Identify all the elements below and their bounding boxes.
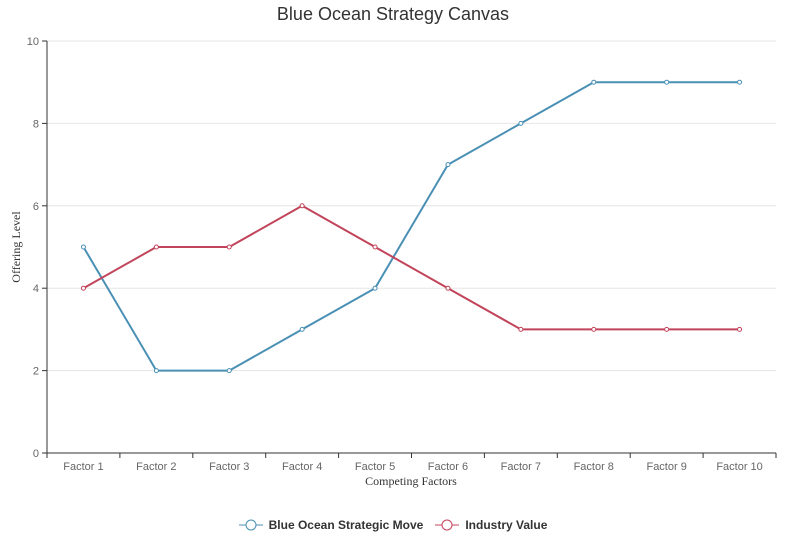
data-point <box>299 203 305 209</box>
data-point <box>226 368 232 374</box>
legend-swatch-icon <box>238 519 263 531</box>
data-point <box>80 244 86 250</box>
legend-swatch-marker <box>245 519 257 531</box>
legend-label: Blue Ocean Strategic Move <box>268 518 424 532</box>
x-tick-label: Factor 10 <box>716 461 762 473</box>
series-0 <box>80 79 743 374</box>
gridlines <box>47 40 776 372</box>
series-layer <box>80 79 743 374</box>
data-point <box>518 326 524 332</box>
legend-swatch-icon <box>435 519 460 531</box>
y-tick-label: 8 <box>33 118 39 130</box>
x-tick-label: Factor 5 <box>355 461 395 473</box>
data-point <box>226 244 232 250</box>
x-tick-label: Factor 4 <box>282 461 322 473</box>
x-tick-label: Factor 1 <box>63 461 103 473</box>
y-tick-label: 2 <box>33 366 39 378</box>
series-1 <box>80 203 743 332</box>
y-tick-label: 0 <box>33 448 39 460</box>
x-tick-label: Factor 9 <box>646 461 686 473</box>
y-axis-title: Offering Level <box>9 211 23 283</box>
y-tick-label: 10 <box>27 36 39 48</box>
y-tick-label: 4 <box>33 283 39 295</box>
x-axis-ticks: Factor 1 Factor 2 Factor 3 Factor 4 Factor 5… <box>46 453 777 473</box>
data-point <box>664 79 670 85</box>
data-point <box>372 244 378 250</box>
y-axis-ticks: 0 2 4 6 8 10 <box>27 36 47 460</box>
data-point <box>445 285 451 291</box>
data-point <box>153 244 159 250</box>
x-tick-label: Factor 2 <box>136 461 176 473</box>
legend-swatch-marker <box>441 519 453 531</box>
data-point <box>80 285 86 291</box>
legend-item[interactable]: Industry Value <box>435 517 547 533</box>
chart-title: Blue Ocean Strategy Canvas <box>277 4 509 24</box>
data-point <box>153 368 159 374</box>
data-point <box>518 120 524 126</box>
y-tick-label: 6 <box>33 201 39 213</box>
x-tick-label: Factor 3 <box>209 461 249 473</box>
x-axis-title: Competing Factors <box>365 474 457 488</box>
x-tick-label: Factor 7 <box>501 461 541 473</box>
x-tick-label: Factor 6 <box>428 461 468 473</box>
data-point <box>299 326 305 332</box>
x-tick-label: Factor 8 <box>574 461 614 473</box>
data-point <box>445 162 451 168</box>
legend-label: Industry Value <box>465 518 548 532</box>
series-line <box>82 81 740 372</box>
data-point <box>591 326 597 332</box>
legend: Blue Ocean Strategic Move Industry Value <box>0 517 786 533</box>
data-point <box>664 326 670 332</box>
data-point <box>372 285 378 291</box>
data-point <box>591 79 597 85</box>
legend-item[interactable]: Blue Ocean Strategic Move <box>238 517 424 533</box>
data-point <box>737 326 743 332</box>
series-line <box>82 204 740 331</box>
data-point <box>737 79 743 85</box>
